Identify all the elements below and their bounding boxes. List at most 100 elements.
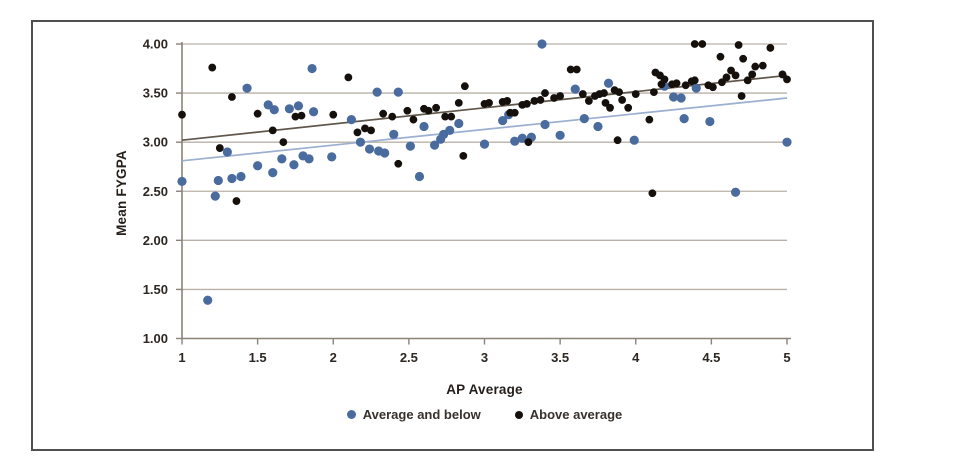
data-point-above-average: [228, 93, 236, 101]
data-point-above-average: [536, 96, 545, 104]
data-point-average-and-below: [510, 136, 520, 146]
legend-label-average-and-below: Average and below: [362, 407, 481, 422]
data-point-average-and-below: [304, 154, 314, 164]
data-point-average-and-below: [307, 63, 317, 74]
data-point-average-and-below: [603, 78, 614, 88]
legend-marker-black-icon: [514, 410, 523, 419]
data-point-above-average: [353, 128, 362, 137]
data-point-average-and-below: [593, 121, 603, 132]
data-point-average-and-below: [327, 152, 337, 162]
x-tick-label: 2: [330, 350, 337, 365]
data-point-above-average: [510, 108, 519, 117]
data-point-above-average: [503, 97, 512, 105]
y-tick-label: 1.00: [143, 331, 168, 346]
x-tick-label: 4.5: [702, 350, 720, 365]
data-point-above-average: [550, 94, 558, 102]
y-tick-label: 2.00: [143, 233, 168, 248]
data-point-average-and-below: [177, 176, 187, 187]
data-point-above-average: [758, 61, 767, 70]
data-point-above-average: [344, 73, 353, 82]
data-point-average-and-below: [782, 137, 792, 147]
x-tick-label: 2.5: [400, 350, 418, 365]
data-point-above-average: [432, 103, 440, 112]
data-point-above-average: [297, 111, 306, 120]
data-point-above-average: [409, 115, 418, 124]
data-point-average-and-below: [570, 84, 580, 94]
data-point-average-and-below: [414, 171, 425, 182]
data-point-average-and-below: [284, 104, 294, 114]
x-tick-label: 4: [632, 350, 640, 365]
data-point-above-average: [578, 90, 587, 98]
data-point-average-and-below: [679, 114, 689, 124]
data-point-average-and-below: [445, 125, 455, 135]
y-tick-label: 4.00: [143, 37, 168, 52]
data-point-average-and-below: [676, 93, 686, 103]
legend-item-above-average: Above average: [514, 407, 623, 422]
data-point-above-average: [232, 197, 241, 205]
data-point-above-average: [690, 40, 699, 48]
data-point-above-average: [584, 97, 593, 105]
x-axis-title: AP Average: [446, 382, 523, 397]
data-point-above-average: [727, 66, 735, 75]
data-point-average-and-below: [277, 154, 287, 164]
data-point-above-average: [751, 62, 760, 71]
legend-label-above-average: Above average: [529, 407, 623, 422]
data-point-average-and-below: [213, 175, 223, 186]
data-point-above-average: [778, 70, 787, 79]
data-point-average-and-below: [555, 130, 565, 140]
data-point-above-average: [618, 96, 627, 104]
data-point-average-and-below: [308, 107, 319, 117]
data-point-above-average: [722, 73, 731, 82]
x-tick-label: 5: [783, 350, 790, 365]
data-point-above-average: [650, 88, 658, 97]
data-point-average-and-below: [429, 140, 440, 150]
data-point-above-average: [600, 89, 608, 97]
data-point-above-average: [454, 99, 463, 107]
data-point-average-and-below: [346, 114, 356, 125]
data-point-average-and-below: [203, 295, 213, 305]
data-point-above-average: [530, 97, 539, 105]
data-point-above-average: [631, 90, 640, 98]
data-point-above-average: [672, 79, 681, 88]
data-point-above-average: [566, 65, 575, 74]
x-tick-label: 1: [178, 350, 185, 365]
data-point-above-average: [739, 54, 748, 63]
data-point-average-and-below: [537, 39, 547, 49]
data-point-average-and-below: [691, 83, 701, 93]
legend: Average and below Above average: [182, 407, 787, 422]
data-point-above-average: [743, 76, 752, 85]
data-point-average-and-below: [517, 133, 527, 143]
data-point-above-average: [601, 99, 610, 107]
data-point-above-average: [424, 106, 433, 115]
data-point-average-and-below: [227, 173, 237, 184]
data-point-above-average: [690, 76, 699, 85]
data-point-above-average: [698, 40, 707, 48]
data-point-above-average: [394, 159, 403, 168]
data-point-average-and-below: [419, 121, 429, 132]
data-point-average-and-below: [629, 135, 639, 145]
data-point-average-and-below: [479, 139, 490, 149]
data-point-above-average: [524, 138, 533, 147]
x-tick-label: 1.5: [249, 350, 267, 365]
data-point-average-and-below: [355, 137, 366, 147]
data-point-above-average: [361, 124, 369, 133]
data-point-average-and-below: [393, 87, 403, 97]
data-point-average-and-below: [293, 101, 304, 111]
data-point-above-average: [718, 78, 726, 87]
y-tick-label: 1.50: [143, 282, 168, 297]
data-point-above-average: [737, 92, 746, 100]
data-point-average-and-below: [380, 148, 390, 158]
data-point-average-and-below: [372, 87, 382, 97]
data-point-above-average: [624, 103, 633, 112]
data-point-average-and-below: [236, 171, 246, 182]
data-point-average-and-below: [222, 147, 232, 157]
data-point-above-average: [648, 189, 657, 198]
data-point-above-average: [291, 112, 300, 121]
data-point-above-average: [645, 115, 654, 124]
data-point-above-average: [748, 70, 757, 79]
data-point-average-and-below: [405, 141, 415, 151]
data-point-above-average: [208, 63, 217, 72]
data-point-above-average: [253, 109, 262, 118]
